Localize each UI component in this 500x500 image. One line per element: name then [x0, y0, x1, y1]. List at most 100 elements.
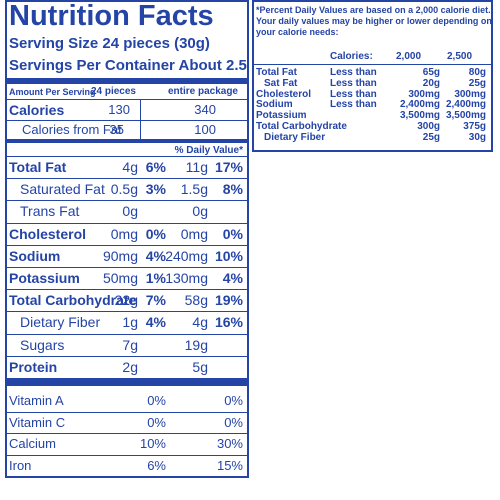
vitamin-label: Vitamin C	[9, 414, 66, 430]
daily-value: 6%	[145, 159, 166, 175]
calories-header: Calories:	[330, 51, 373, 62]
daily-value-header: % Daily Value*	[174, 145, 243, 156]
footnote-value: 2,400mg	[445, 99, 486, 111]
daily-value: 1%	[145, 270, 166, 286]
vitamin-label: Calcium	[9, 436, 56, 451]
footnote-value: 300mg	[454, 88, 486, 100]
daily-value: 0%	[147, 414, 166, 430]
calories-value: 340	[194, 102, 216, 117]
title: Nutrition Facts	[9, 0, 214, 32]
rule	[7, 99, 247, 100]
header-label: Amount Per Serving	[9, 87, 96, 97]
vitamin-label: Iron	[9, 457, 32, 473]
calories-fat-label: Calories from Fat	[22, 122, 122, 137]
rule	[7, 433, 247, 434]
rule	[7, 139, 247, 143]
rule	[7, 311, 247, 313]
footnote-value: 2,400mg	[399, 99, 440, 111]
footnote-label: Sodium	[256, 99, 293, 111]
amount: 0.5g	[110, 181, 138, 198]
amount: 11g	[185, 159, 208, 175]
rule	[7, 267, 247, 268]
rule	[7, 200, 247, 202]
amount: 58g	[184, 292, 208, 309]
nutrient-label: Total Fat	[9, 159, 67, 175]
header-col: 24 pieces	[90, 86, 136, 97]
footnote-label: Total Fat	[256, 67, 297, 78]
rule	[7, 355, 247, 357]
daily-value: 0%	[145, 225, 166, 242]
calories-header: 2,500	[447, 51, 473, 62]
nutrient-label: Total Carbohydrate	[9, 292, 137, 309]
amount: 50mg	[102, 270, 138, 286]
vitamin-label: Vitamin A	[9, 393, 64, 408]
footnote-value: 3,500mg	[445, 110, 486, 122]
amount: 4g	[122, 159, 138, 175]
amount: 0g	[192, 203, 208, 220]
footnote: your calorie needs:	[256, 27, 339, 37]
amount: 0mg	[110, 225, 138, 242]
calories-value: 130	[108, 102, 130, 117]
amount: 2g	[122, 358, 138, 375]
nutrient-label: Potassium	[9, 270, 80, 286]
amount: 7g	[122, 336, 138, 353]
rule	[7, 454, 247, 456]
daily-value: 16%	[214, 314, 243, 331]
rule	[254, 64, 491, 65]
amount: 240mg	[165, 247, 208, 264]
header-col: entire package	[167, 86, 238, 97]
daily-value: 0%	[224, 393, 243, 408]
footnote-value: 300g	[417, 121, 440, 132]
footnote-value: 25g	[422, 131, 440, 143]
daily-value: 3%	[145, 181, 166, 198]
daily-value: 10%	[139, 436, 166, 451]
daily-value: 30%	[216, 436, 243, 451]
calories-header: 2,000	[396, 51, 422, 62]
rule	[7, 222, 247, 224]
footnote-value: 20g	[422, 77, 440, 89]
footnote: *Percent Daily Values are based on a 2,0…	[256, 5, 491, 15]
daily-value: 0%	[222, 225, 243, 242]
footnote-label: Dietary Fiber	[264, 131, 326, 143]
daily-value: 4%	[145, 247, 166, 264]
rule	[7, 289, 247, 291]
footnote-value: 3,500mg	[399, 110, 440, 122]
nutrient-label: Protein	[9, 358, 58, 375]
serving-size: Serving Size 24 pieces (30g)	[9, 35, 210, 52]
nutrient-label: Dietary Fiber	[20, 314, 101, 331]
amount: 90mg	[102, 247, 138, 264]
nutrient-label: Cholesterol	[9, 225, 87, 242]
rule	[7, 411, 247, 413]
rule	[7, 333, 247, 335]
footnote-limit: Less than	[330, 88, 377, 100]
amount: 0mg	[180, 225, 208, 242]
amount: 1g	[122, 314, 138, 331]
footnote-limit: Less than	[330, 77, 377, 89]
rule	[7, 78, 247, 84]
footnote-label: Cholesterol	[256, 88, 312, 100]
footnote-value: 25g	[468, 77, 486, 89]
nutrient-label: Trans Fat	[20, 203, 80, 220]
amount: 0g	[122, 203, 138, 220]
footnote-value: 65g	[422, 67, 440, 78]
nutrient-label: Sugars	[20, 336, 65, 353]
rule	[7, 378, 247, 386]
daily-value: 17%	[214, 159, 243, 175]
rule	[7, 244, 247, 246]
amount: 4g	[192, 314, 208, 331]
daily-value: 19%	[214, 292, 243, 309]
footnote-value: 80g	[468, 67, 486, 78]
rule	[7, 120, 247, 121]
daily-value: 0%	[224, 414, 243, 430]
amount: 5g	[192, 358, 208, 375]
daily-value: 15%	[216, 457, 243, 473]
footnote-value: 300mg	[408, 88, 440, 100]
daily-value: 4%	[145, 314, 166, 331]
footnote-value: 375g	[463, 121, 486, 132]
amount: 19g	[184, 336, 208, 353]
daily-value: 4%	[222, 270, 243, 286]
footnote-limit: Less than	[330, 67, 377, 78]
calories-fat-value: 35	[109, 122, 124, 137]
footnote-limit: Less than	[330, 99, 377, 111]
